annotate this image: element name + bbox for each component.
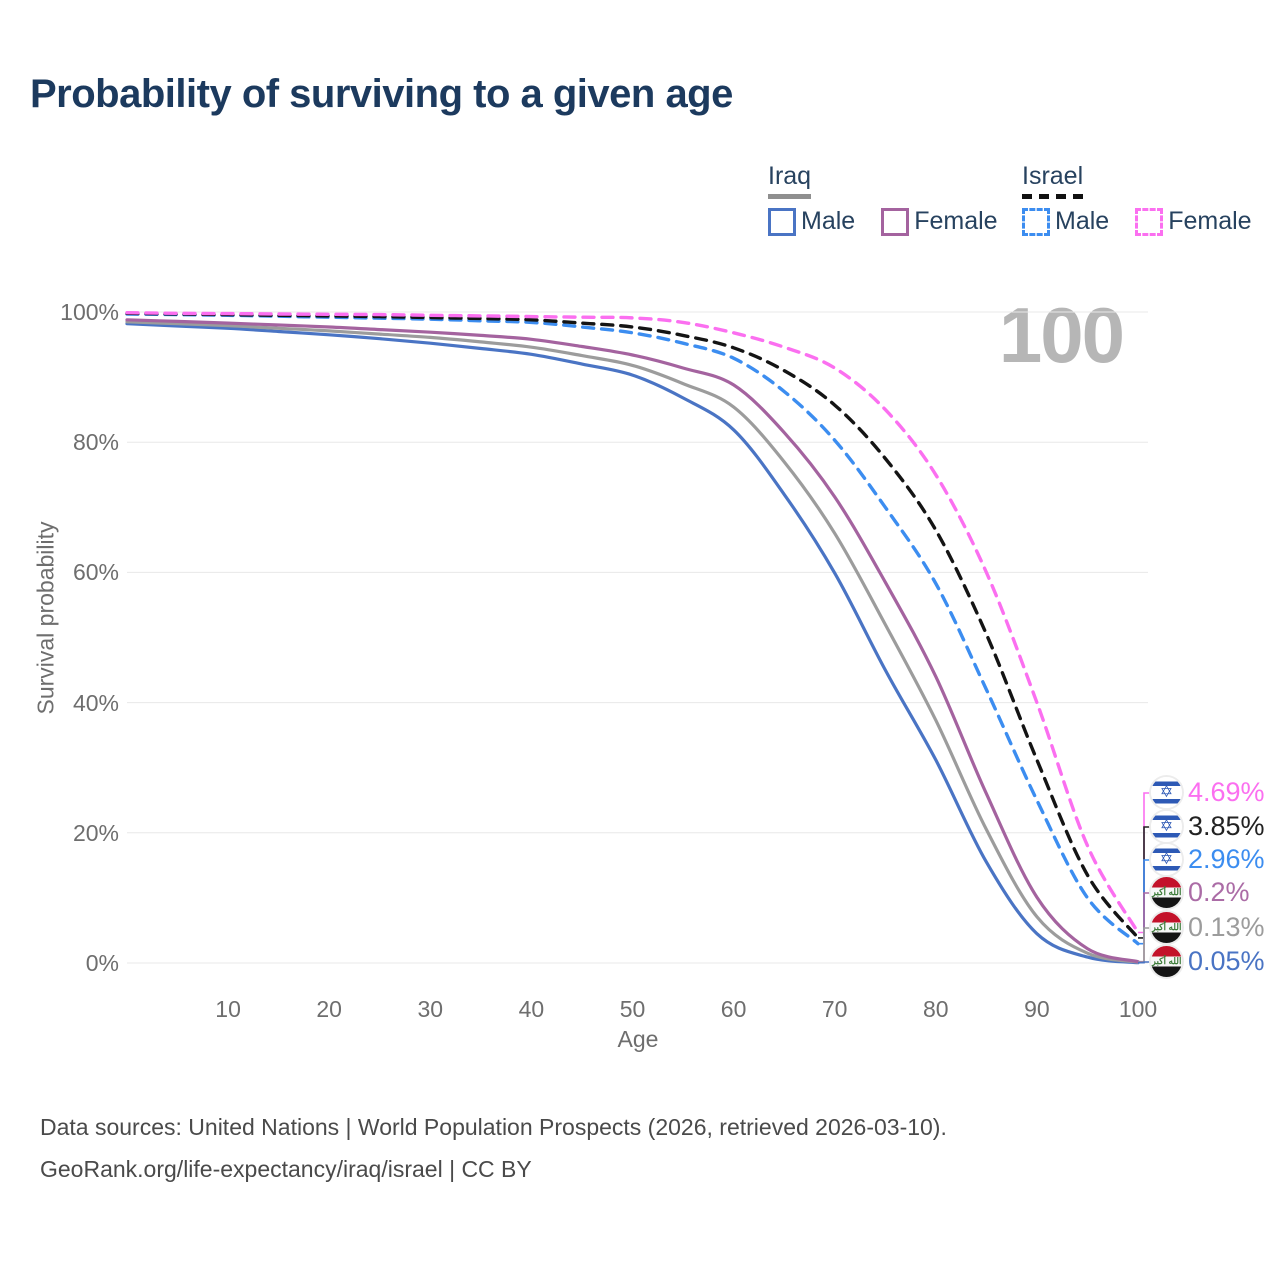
iraq-flag-icon: الله أكبر — [1151, 877, 1182, 908]
x-tick-label: 100 — [1118, 996, 1158, 1022]
x-tick-label: 60 — [720, 996, 747, 1022]
curve-israel-male[interactable] — [125, 312, 1140, 946]
y-tick-label: 0% — [85, 950, 119, 976]
x-tick-label: 20 — [316, 996, 342, 1022]
legend-item-iraq-male[interactable]: Male — [768, 207, 855, 236]
legend-group-israel: Israel Male Female — [1022, 162, 1252, 236]
legend-item-label: Male — [1055, 207, 1110, 235]
y-tick-label: 100% — [60, 299, 119, 325]
curve-iraq-male[interactable] — [125, 322, 1140, 965]
x-tick-label: 30 — [417, 996, 444, 1022]
end-label-value: 4.69% — [1188, 777, 1265, 807]
end-label-iraq-male: الله أكبر 0.05% — [1151, 946, 1265, 977]
end-label-israel-both: ✡ 3.85% — [1151, 811, 1265, 842]
legend-item-label: Female — [1168, 207, 1252, 235]
legend-country-israel[interactable]: Israel — [1022, 162, 1084, 190]
end-label-value: 3.85% — [1188, 811, 1265, 841]
end-label-iraq-both: الله أكبر 0.13% — [1151, 912, 1265, 943]
end-label-connector — [1138, 961, 1150, 964]
israel-flag-icon: ✡ — [1151, 811, 1182, 842]
y-axis-title: Survival probability — [32, 521, 59, 715]
israel-flag-icon: ✡ — [1151, 844, 1182, 875]
x-tick-label: 50 — [619, 996, 646, 1022]
attribution-line: GeoRank.org/life-expectancy/iraq/israel … — [40, 1156, 532, 1182]
iraq-flag-icon: الله أكبر — [1151, 946, 1182, 977]
legend-item-iraq-female[interactable]: Female — [881, 207, 998, 236]
data-sources-line: Data sources: United Nations | World Pop… — [40, 1114, 947, 1140]
legend-country-iraq[interactable]: Iraq — [768, 162, 812, 190]
end-label-value: 0.13% — [1188, 912, 1265, 942]
israel-male-swatch-icon — [1022, 207, 1050, 236]
curve-israel-female[interactable] — [125, 311, 1140, 935]
israel-flag-icon: ✡ — [1151, 777, 1182, 808]
legend-item-israel-female[interactable]: Female — [1135, 207, 1252, 236]
iraq-flag-icon: الله أكبر — [1151, 912, 1182, 943]
israel-female-swatch-icon — [1135, 207, 1164, 236]
end-label-value: 0.05% — [1188, 946, 1265, 976]
end-label-israel-male: ✡ 2.96% — [1151, 844, 1265, 875]
chart-title: Probability of surviving to a given age — [30, 72, 733, 116]
legend-item-label: Female — [914, 207, 998, 235]
legend-group-iraq: Iraq Male Female — [768, 162, 998, 236]
end-label-value: 2.96% — [1188, 844, 1265, 874]
end-label-value: 0.2% — [1188, 877, 1250, 907]
curve-iraq-female[interactable] — [125, 318, 1140, 964]
israel-line-style-swatch — [1022, 194, 1083, 199]
legend-item-israel-male[interactable]: Male — [1022, 207, 1109, 236]
y-tick-label: 60% — [72, 559, 119, 586]
iraq-female-swatch-icon — [881, 207, 910, 236]
footer: Data sources: United Nations | World Pop… — [40, 1106, 947, 1190]
x-tick-label: 10 — [215, 996, 241, 1022]
x-tick-label: 40 — [518, 996, 545, 1022]
age-counter: 100 — [998, 291, 1125, 379]
x-tick-label: 80 — [923, 996, 949, 1022]
x-tick-label: 90 — [1024, 996, 1050, 1022]
iraq-line-style-swatch — [768, 194, 811, 199]
iraq-male-swatch-icon — [768, 207, 796, 236]
x-axis-title: Age — [617, 1026, 659, 1052]
end-label-israel-female: ✡ 4.69% — [1151, 777, 1265, 808]
end-label-iraq-female: الله أكبر 0.2% — [1151, 877, 1250, 908]
y-tick-label: 40% — [72, 689, 119, 716]
curve-israel-both[interactable] — [125, 311, 1140, 940]
legend-item-label: Male — [801, 207, 856, 235]
x-tick-label: 70 — [821, 996, 848, 1022]
y-tick-label: 20% — [72, 819, 119, 846]
curve-iraq-both[interactable] — [125, 320, 1140, 964]
y-tick-label: 80% — [72, 429, 119, 456]
